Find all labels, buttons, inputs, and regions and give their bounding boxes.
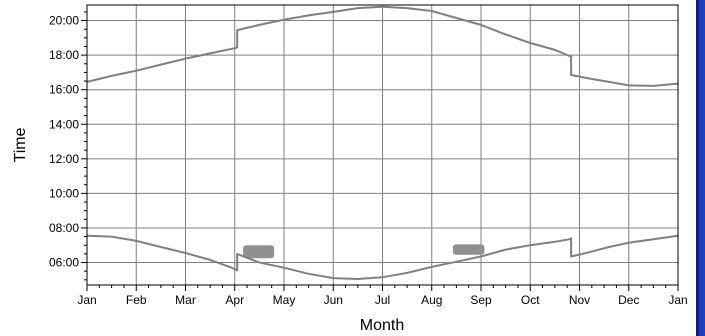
y-tick-label: 10:00 bbox=[49, 186, 79, 200]
window-edge-bar bbox=[696, 0, 705, 336]
x-tick-label: Mar bbox=[175, 293, 196, 307]
x-tick-label: May bbox=[273, 293, 296, 307]
ticks bbox=[81, 11, 679, 291]
y-tick-label: 20:00 bbox=[49, 14, 79, 28]
series-lines bbox=[86, 5, 679, 280]
y-tick-label: 12:00 bbox=[49, 152, 79, 166]
series-line bbox=[86, 234, 679, 280]
x-tick-label: Jul bbox=[375, 293, 390, 307]
x-tick-label: Sep bbox=[470, 293, 492, 307]
y-tick-label: 14:00 bbox=[49, 117, 79, 131]
annotation-marker bbox=[452, 244, 485, 255]
tick-labels: Jan Feb Mar Apr May Jun Jul Aug Sep Oct Nov Dec Jan 0… bbox=[49, 14, 688, 307]
y-tick-label: 06:00 bbox=[49, 256, 79, 270]
x-tick-label: Jan bbox=[77, 293, 96, 307]
x-tick-label: Feb bbox=[126, 293, 147, 307]
x-tick-label: Jun bbox=[324, 293, 343, 307]
x-tick-label: Jan bbox=[668, 293, 687, 307]
x-tick-label: Oct bbox=[521, 293, 540, 307]
series-line bbox=[86, 5, 679, 87]
grid bbox=[87, 5, 678, 285]
y-axis-title: Time bbox=[12, 127, 29, 162]
y-tick-label: 16:00 bbox=[49, 83, 79, 97]
x-tick-label: Aug bbox=[421, 293, 442, 307]
window-edge-bar-shadow bbox=[696, 0, 699, 336]
x-axis-title: Month bbox=[360, 317, 404, 334]
y-tick-label: 18:00 bbox=[49, 48, 79, 62]
annotations bbox=[243, 244, 485, 259]
y-tick-label: 08:00 bbox=[49, 221, 79, 235]
annotation-marker bbox=[243, 245, 275, 259]
x-tick-label: Dec bbox=[618, 293, 639, 307]
x-tick-label: Nov bbox=[569, 293, 590, 307]
x-tick-label: Apr bbox=[225, 293, 244, 307]
